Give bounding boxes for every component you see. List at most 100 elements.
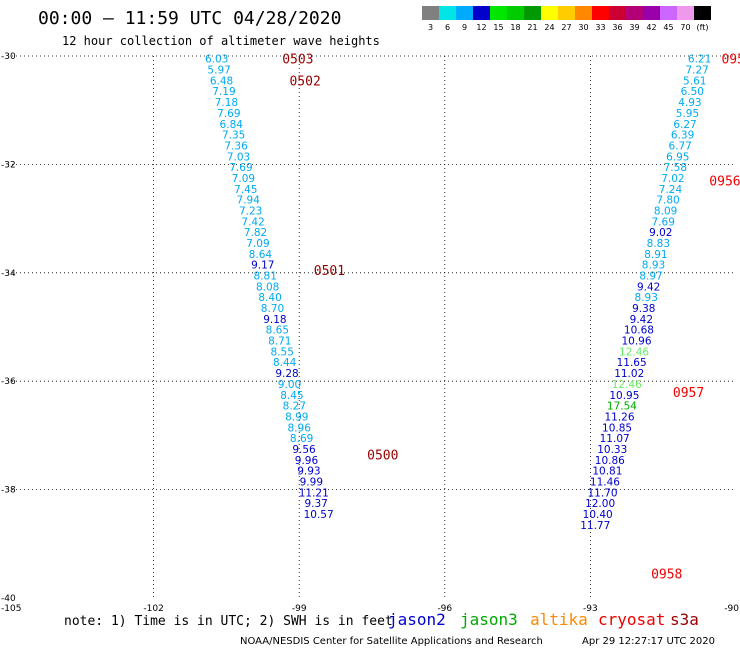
wave-height-label: 6.03: [205, 54, 228, 66]
colorbar-label: 30: [578, 23, 588, 32]
colorbar-swatch: [592, 6, 609, 20]
wave-height-label: 11.46: [590, 476, 620, 488]
wave-height-label: 9.56: [292, 444, 316, 456]
satellite-legend-altika: altika: [530, 610, 588, 629]
pass-time-label: 0957: [673, 386, 704, 401]
x-tick-label: -99: [292, 604, 307, 614]
wave-height-label: 8.83: [647, 238, 670, 250]
chart-title: 00:00 – 11:59 UTC 04/28/2020: [38, 8, 341, 29]
pass-time-label: 0503: [282, 53, 313, 68]
pass-time-label: 0502: [289, 74, 320, 89]
wave-height-label: 10.68: [624, 325, 654, 337]
colorbar-label: 24: [544, 23, 554, 32]
wave-height-label: 7.02: [661, 173, 684, 185]
wave-height-label: 7.94: [237, 195, 261, 207]
wave-height-label: 7.36: [224, 140, 248, 152]
wave-height-label: 11.70: [588, 487, 618, 499]
colorbar-swatch: [609, 6, 626, 20]
colorbar-swatch: [575, 6, 592, 20]
x-tick-label: -96: [437, 604, 452, 614]
colorbar-label: 36: [612, 23, 622, 32]
map-grid: [8, 55, 736, 598]
credit-text: NOAA/NESDIS Center for Satellite Applica…: [240, 636, 543, 647]
wave-height-label: 9.96: [295, 455, 319, 467]
wave-height-label: 6.48: [210, 75, 233, 87]
colorbar-swatch: [558, 6, 575, 20]
wave-height-label: 8.81: [254, 271, 277, 283]
wave-height-label: 8.69: [290, 433, 313, 445]
wave-height-label: 8.97: [639, 271, 662, 283]
wave-height-label: 17.54: [607, 401, 637, 413]
wave-height-label: 10.57: [304, 509, 334, 521]
colorbar-label: 21: [527, 23, 537, 32]
pass-time-label: 0501: [314, 264, 345, 279]
wave-height-label: 8.93: [642, 260, 665, 272]
wave-height-label: 6.21: [688, 54, 711, 66]
wave-height-label: 5.61: [683, 75, 706, 87]
colorbar-label: 45: [663, 23, 673, 32]
wave-height-label: 9.37: [304, 498, 327, 510]
colorbar-label: 42: [646, 23, 656, 32]
colorbar-swatch: [660, 6, 677, 20]
wave-height-label: 7.58: [664, 162, 687, 174]
colorbar-swatch: [677, 6, 694, 20]
colorbar-swatch: [456, 6, 473, 20]
x-tick-label: -90: [724, 604, 739, 614]
wave-height-label: 7.69: [652, 216, 675, 228]
y-tick-label: -38: [1, 486, 16, 496]
wave-height-label: 11.07: [600, 433, 630, 445]
wave-height-label: 9.42: [630, 314, 653, 326]
wave-height-label: 11.65: [617, 357, 647, 369]
wave-height-label: 10.33: [597, 444, 627, 456]
wave-height-label: 11.77: [580, 520, 610, 532]
satellite-legend-jason3: jason3: [460, 610, 518, 629]
colorbar-swatch: [507, 6, 524, 20]
wave-height-label: 7.27: [685, 65, 708, 77]
colorbar-label: 9: [462, 23, 467, 32]
pass-time-label: 0500: [367, 448, 398, 463]
wave-height-label: 6.50: [681, 86, 704, 98]
satellite-legend-s3a: s3a: [670, 610, 699, 629]
wave-height-label: 7.18: [215, 97, 238, 109]
wave-height-label: 10.96: [621, 336, 651, 348]
satellite-legend-cryosat: cryosat: [598, 610, 665, 629]
colorbar-legend: 3 6 9 12 15 18 21 24 27 30 33 36 39 42 45 70 (ft): [422, 6, 711, 32]
wave-height-label: 6.84: [220, 119, 244, 131]
pass-time-label: 0955: [721, 53, 740, 68]
wave-height-label: 10.95: [609, 390, 639, 402]
colorbar-swatch: [422, 6, 439, 20]
wave-height-label: 6.95: [666, 151, 689, 163]
wave-height-label: 8.44: [273, 357, 297, 369]
wave-height-label: 11.26: [604, 411, 634, 423]
wave-height-label: 7.35: [222, 130, 245, 142]
colorbar-swatch: [694, 6, 711, 20]
wave-height-label: 8.40: [258, 292, 281, 304]
y-tick-label: -40: [1, 594, 16, 604]
x-tick-label: -102: [143, 604, 163, 614]
colorbar-label: 39: [629, 23, 639, 32]
wave-height-label: 7.82: [244, 227, 267, 239]
wave-height-label: 10.40: [583, 509, 613, 521]
chart-subtitle: 12 hour collection of altimeter wave hei…: [62, 34, 380, 48]
wave-height-label: 9.18: [263, 314, 286, 326]
colorbar-label: 12: [476, 23, 486, 32]
wave-height-label: 7.80: [656, 195, 679, 207]
wave-height-label: 8.27: [283, 401, 306, 413]
wave-height-label: 8.08: [256, 281, 279, 293]
colorbar-label: 3: [428, 23, 433, 32]
wave-height-label: 10.86: [595, 455, 625, 467]
colorbar-swatch: [541, 6, 558, 20]
wave-height-label: 8.93: [635, 292, 658, 304]
colorbar-swatch: [626, 6, 643, 20]
wave-height-label: 7.09: [232, 173, 255, 185]
x-tick-label: -93: [583, 604, 598, 614]
wave-height-label: 10.85: [602, 422, 632, 434]
y-tick-label: -36: [1, 377, 16, 387]
wave-height-label: 8.45: [280, 390, 303, 402]
y-tick-label: -32: [1, 160, 16, 170]
timestamp-text: Apr 29 12:27:17 UTC 2020: [582, 636, 715, 647]
wave-height-label: 8.55: [271, 346, 294, 358]
wave-height-label: 7.23: [239, 205, 262, 217]
wave-height-label: 9.42: [637, 281, 660, 293]
